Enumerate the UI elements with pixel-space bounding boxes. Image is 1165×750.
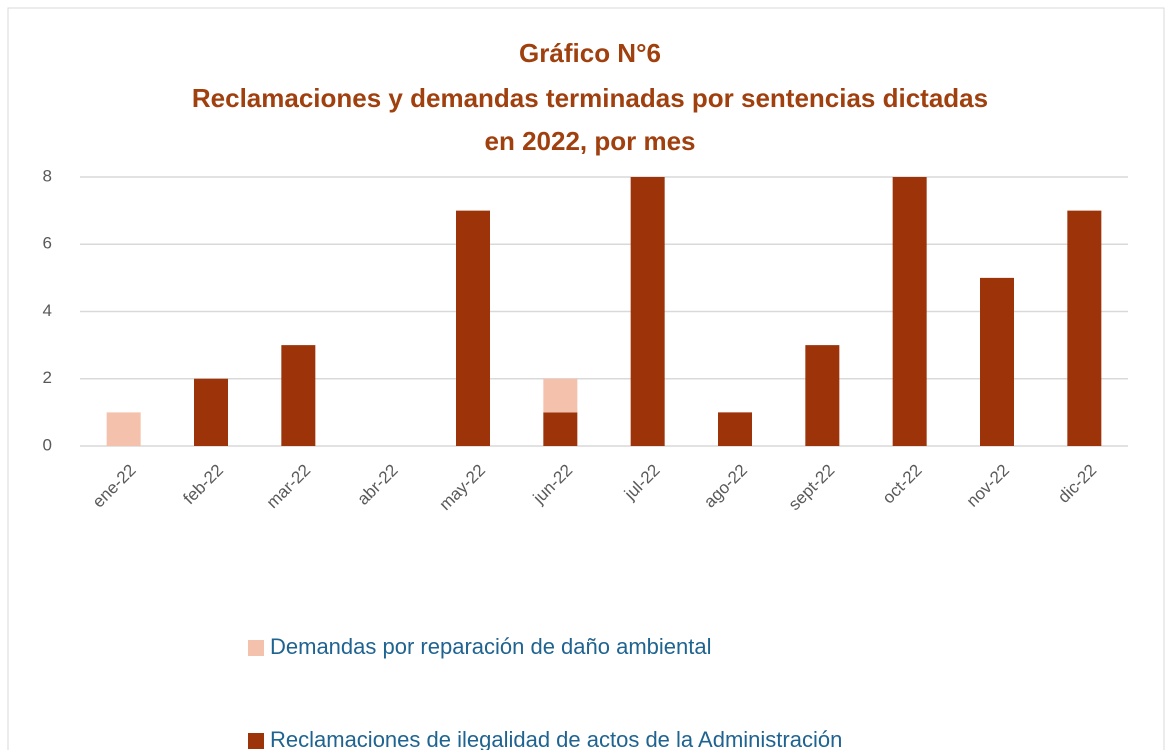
y-tick-label: 2 [43, 368, 52, 387]
y-tick-label: 4 [43, 301, 52, 320]
bar [106, 412, 141, 446]
legend-swatch [248, 640, 264, 656]
bar [281, 345, 316, 446]
bar [194, 378, 228, 446]
chart-title: en 2022, por mes [485, 126, 696, 156]
bar [543, 412, 578, 446]
bar [805, 345, 840, 446]
y-tick-label: 8 [43, 166, 52, 185]
legend-label: Demandas por reparación de daño ambienta… [270, 634, 712, 659]
bar [980, 277, 1014, 446]
bar [892, 177, 927, 446]
bar [630, 177, 665, 446]
bar [1067, 210, 1102, 446]
y-tick-label: 6 [43, 234, 52, 253]
y-tick-label: 0 [43, 435, 52, 454]
legend-swatch [248, 733, 264, 749]
bar [456, 210, 490, 446]
chart-title: Gráfico N°6 [519, 38, 661, 68]
bar [718, 412, 752, 446]
legend-label: Reclamaciones de ilegalidad de actos de … [270, 727, 842, 750]
bar [543, 378, 578, 413]
chart-title: Reclamaciones y demandas terminadas por … [192, 83, 988, 113]
